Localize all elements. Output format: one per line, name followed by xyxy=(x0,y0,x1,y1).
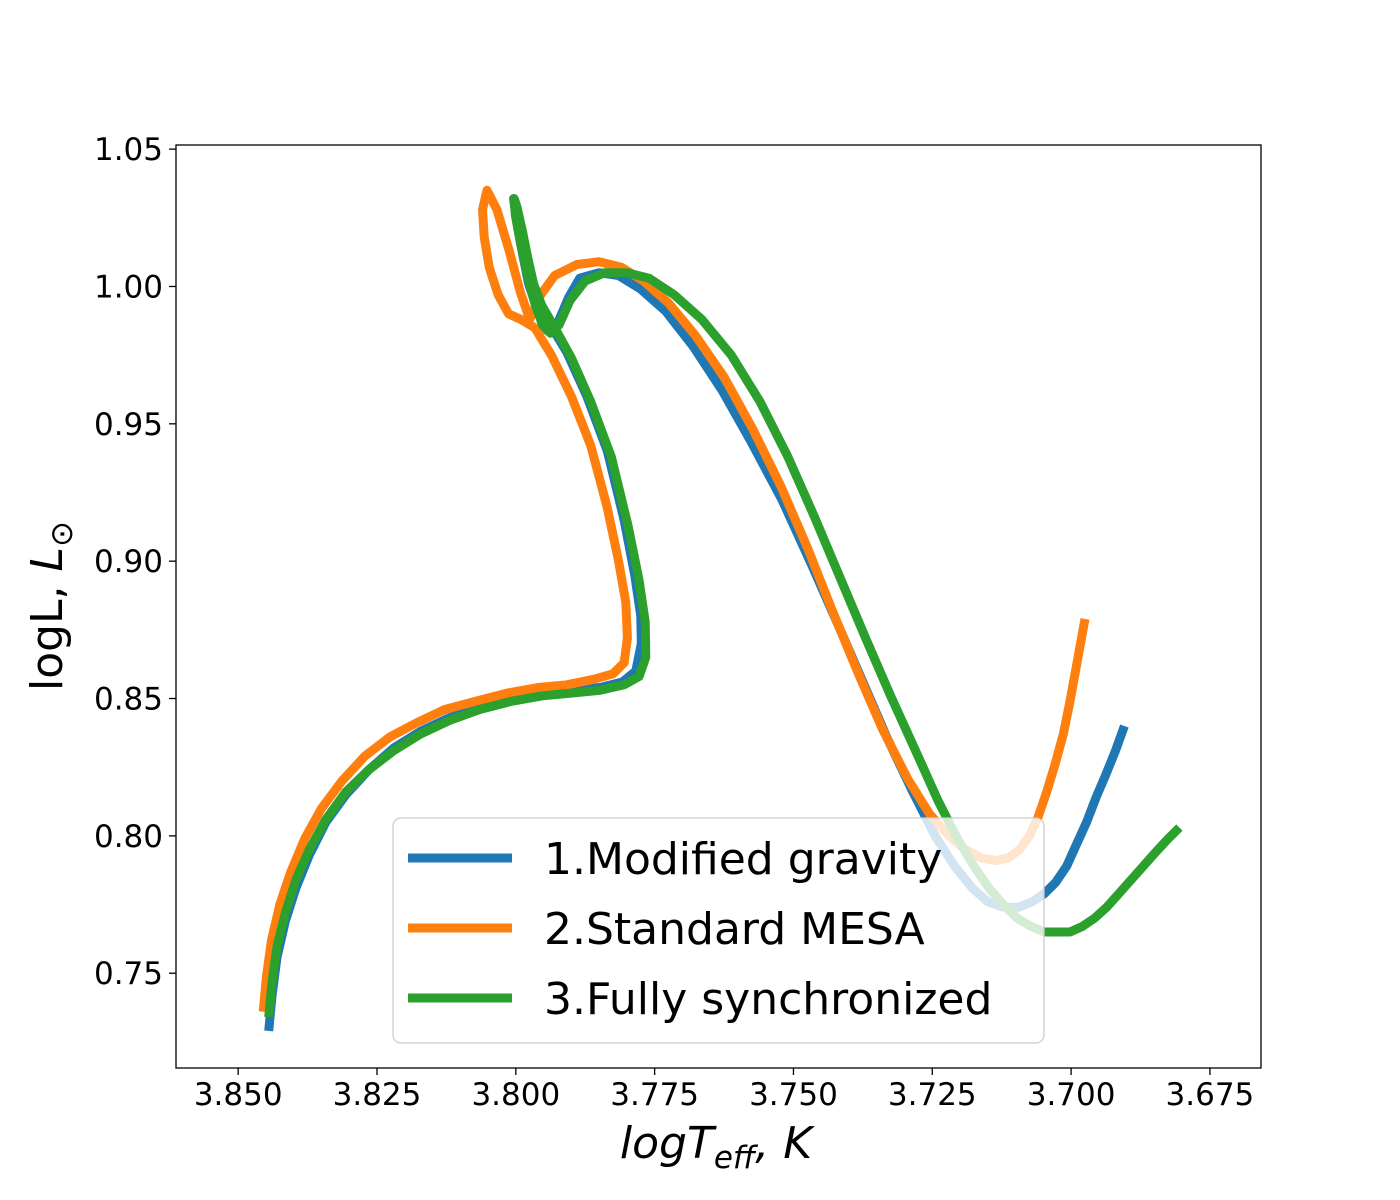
legend: 1.Modified gravity 2.Standard MESA 3.Fully… xyxy=(392,817,1045,1044)
x-tick-label: 3.850 xyxy=(194,1077,283,1113)
x-tick-label: 3.825 xyxy=(333,1077,422,1113)
y-tick-label: 0.90 xyxy=(94,544,163,580)
legend-box xyxy=(392,817,1045,1044)
x-tick-label: 3.700 xyxy=(1027,1077,1116,1113)
x-axis: 3.850 3.825 3.800 3.775 3.750 3.725 3.700 3.675 xyxy=(194,1068,1254,1113)
legend-label-3: 3.Fully synchronized xyxy=(544,974,992,1025)
plot-frame xyxy=(175,144,1262,1069)
legend-label-2: 2.Standard MESA xyxy=(544,904,925,955)
x-tick-label: 3.725 xyxy=(888,1077,977,1113)
y-axis: 0.75 0.80 0.85 0.90 0.95 1.00 1.05 xyxy=(94,132,176,992)
y-tick-label: 0.80 xyxy=(94,819,163,855)
x-tick-label: 3.775 xyxy=(610,1077,699,1113)
y-tick-label: 0.85 xyxy=(94,682,163,718)
y-tick-label: 1.05 xyxy=(94,132,163,168)
y-tick-label: 0.95 xyxy=(94,407,163,443)
legend-label-1: 1.Modified gravity xyxy=(544,834,942,885)
y-axis-label: logL, L⊙ xyxy=(22,521,80,691)
x-tick-label: 3.675 xyxy=(1166,1077,1255,1113)
y-tick-label: 1.00 xyxy=(94,269,163,305)
x-tick-label: 3.800 xyxy=(471,1077,560,1113)
y-tick-label: 0.75 xyxy=(94,956,163,992)
x-tick-label: 3.750 xyxy=(749,1077,838,1113)
